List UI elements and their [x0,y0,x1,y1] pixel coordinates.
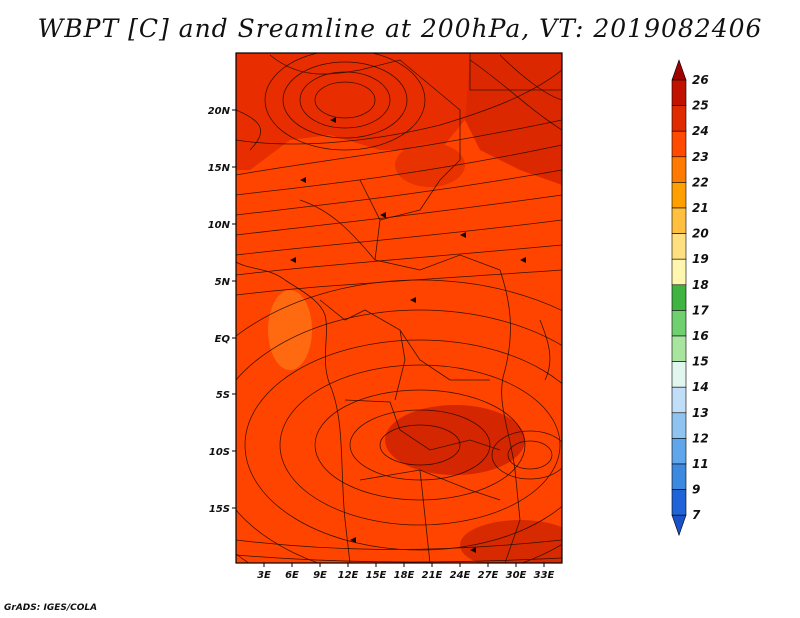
colorbar-swatch [671,105,687,132]
colorbar-swatch [671,79,687,106]
colorbar-label: 15 [692,355,709,369]
x-tick-label: 24E [450,570,471,581]
streamline-arrows [290,117,526,553]
x-tick-label: 9E [313,570,327,581]
colorbar-label: 17 [692,303,709,317]
colorbar-swatch [671,233,687,260]
x-tick-label: 6E [285,570,299,581]
colorbar-swatch [671,463,687,490]
chart-title: WBPT [C] and Sreamline at 200hPa, VT: 20… [37,14,763,43]
y-tick-label: 5N [215,277,231,288]
colorbar-label: 24 [692,124,709,138]
colorbar-swatch [671,284,687,311]
colorbar-top-arrow [671,59,687,81]
wbpt-region-north [236,53,470,170]
colorbar-label: 19 [692,252,709,266]
colorbar-label: 13 [692,406,709,420]
y-tick-label: 15S [209,504,230,515]
colorbar-label: 25 [692,99,709,113]
colorbar-label: 26 [692,73,709,87]
colorbar-label: 21 [692,201,709,215]
colorbar-swatch [671,489,687,516]
colorbar-label: 18 [692,278,709,292]
wbpt-cell-south [385,405,525,475]
colorbar-swatch [671,310,687,337]
y-axis [232,109,236,509]
x-tick-label: 12E [338,570,359,581]
colorbar-swatch [671,386,687,414]
colorbar-label: 22 [692,175,709,189]
y-tick-label: 5S [216,390,230,401]
colorbar-bottom-arrow [671,514,687,537]
map-frame [235,52,563,564]
colorbar-label: 20 [692,227,709,241]
colorbar-swatch [671,361,687,388]
y-tick-label: 10S [209,447,230,458]
colorbar-label: 16 [692,329,709,343]
colorbar-swatch [671,156,687,183]
x-tick-label: 30E [506,570,527,581]
credit-label: GrADS: IGES/COLA [4,603,98,613]
colorbar-label: 14 [692,380,709,394]
x-tick-label: 18E [394,570,415,581]
wbpt-cell-southeast [460,520,562,563]
y-tick-label: 10N [208,220,231,231]
x-tick-label: 21E [422,570,443,581]
streamlines [236,53,562,563]
colorbar-label: 11 [692,457,709,471]
y-tick-label: 20N [208,106,231,117]
colorbar-swatch [671,258,687,286]
colorbar-swatch [671,335,687,362]
x-tick-label: 27E [478,570,499,581]
x-tick-label: 3E [257,570,271,581]
x-tick-label: 15E [366,570,387,581]
colorbar-label: 9 [692,483,700,497]
x-axis [263,563,545,567]
colorbar-swatch [671,412,687,439]
colorbar-swatch [671,438,687,465]
wbpt-cell-sudan [395,143,465,187]
wbpt-cell-atlantic [268,290,312,370]
colorbar-label: 7 [692,508,701,522]
colorbar-swatch [671,182,687,209]
y-tick-label: 15N [208,163,231,174]
colorbar-swatch [671,130,687,158]
y-tick-label: EQ [215,334,231,345]
colorbar-swatch [671,207,687,234]
x-tick-label: 33E [534,570,555,581]
colorbar-label: 23 [692,150,709,164]
colorbar-label: 12 [692,431,709,445]
colorbar: 26 25 24 23 22 21 20 19 18 17 16 15 14 13 12 11 9 7 [671,59,709,537]
